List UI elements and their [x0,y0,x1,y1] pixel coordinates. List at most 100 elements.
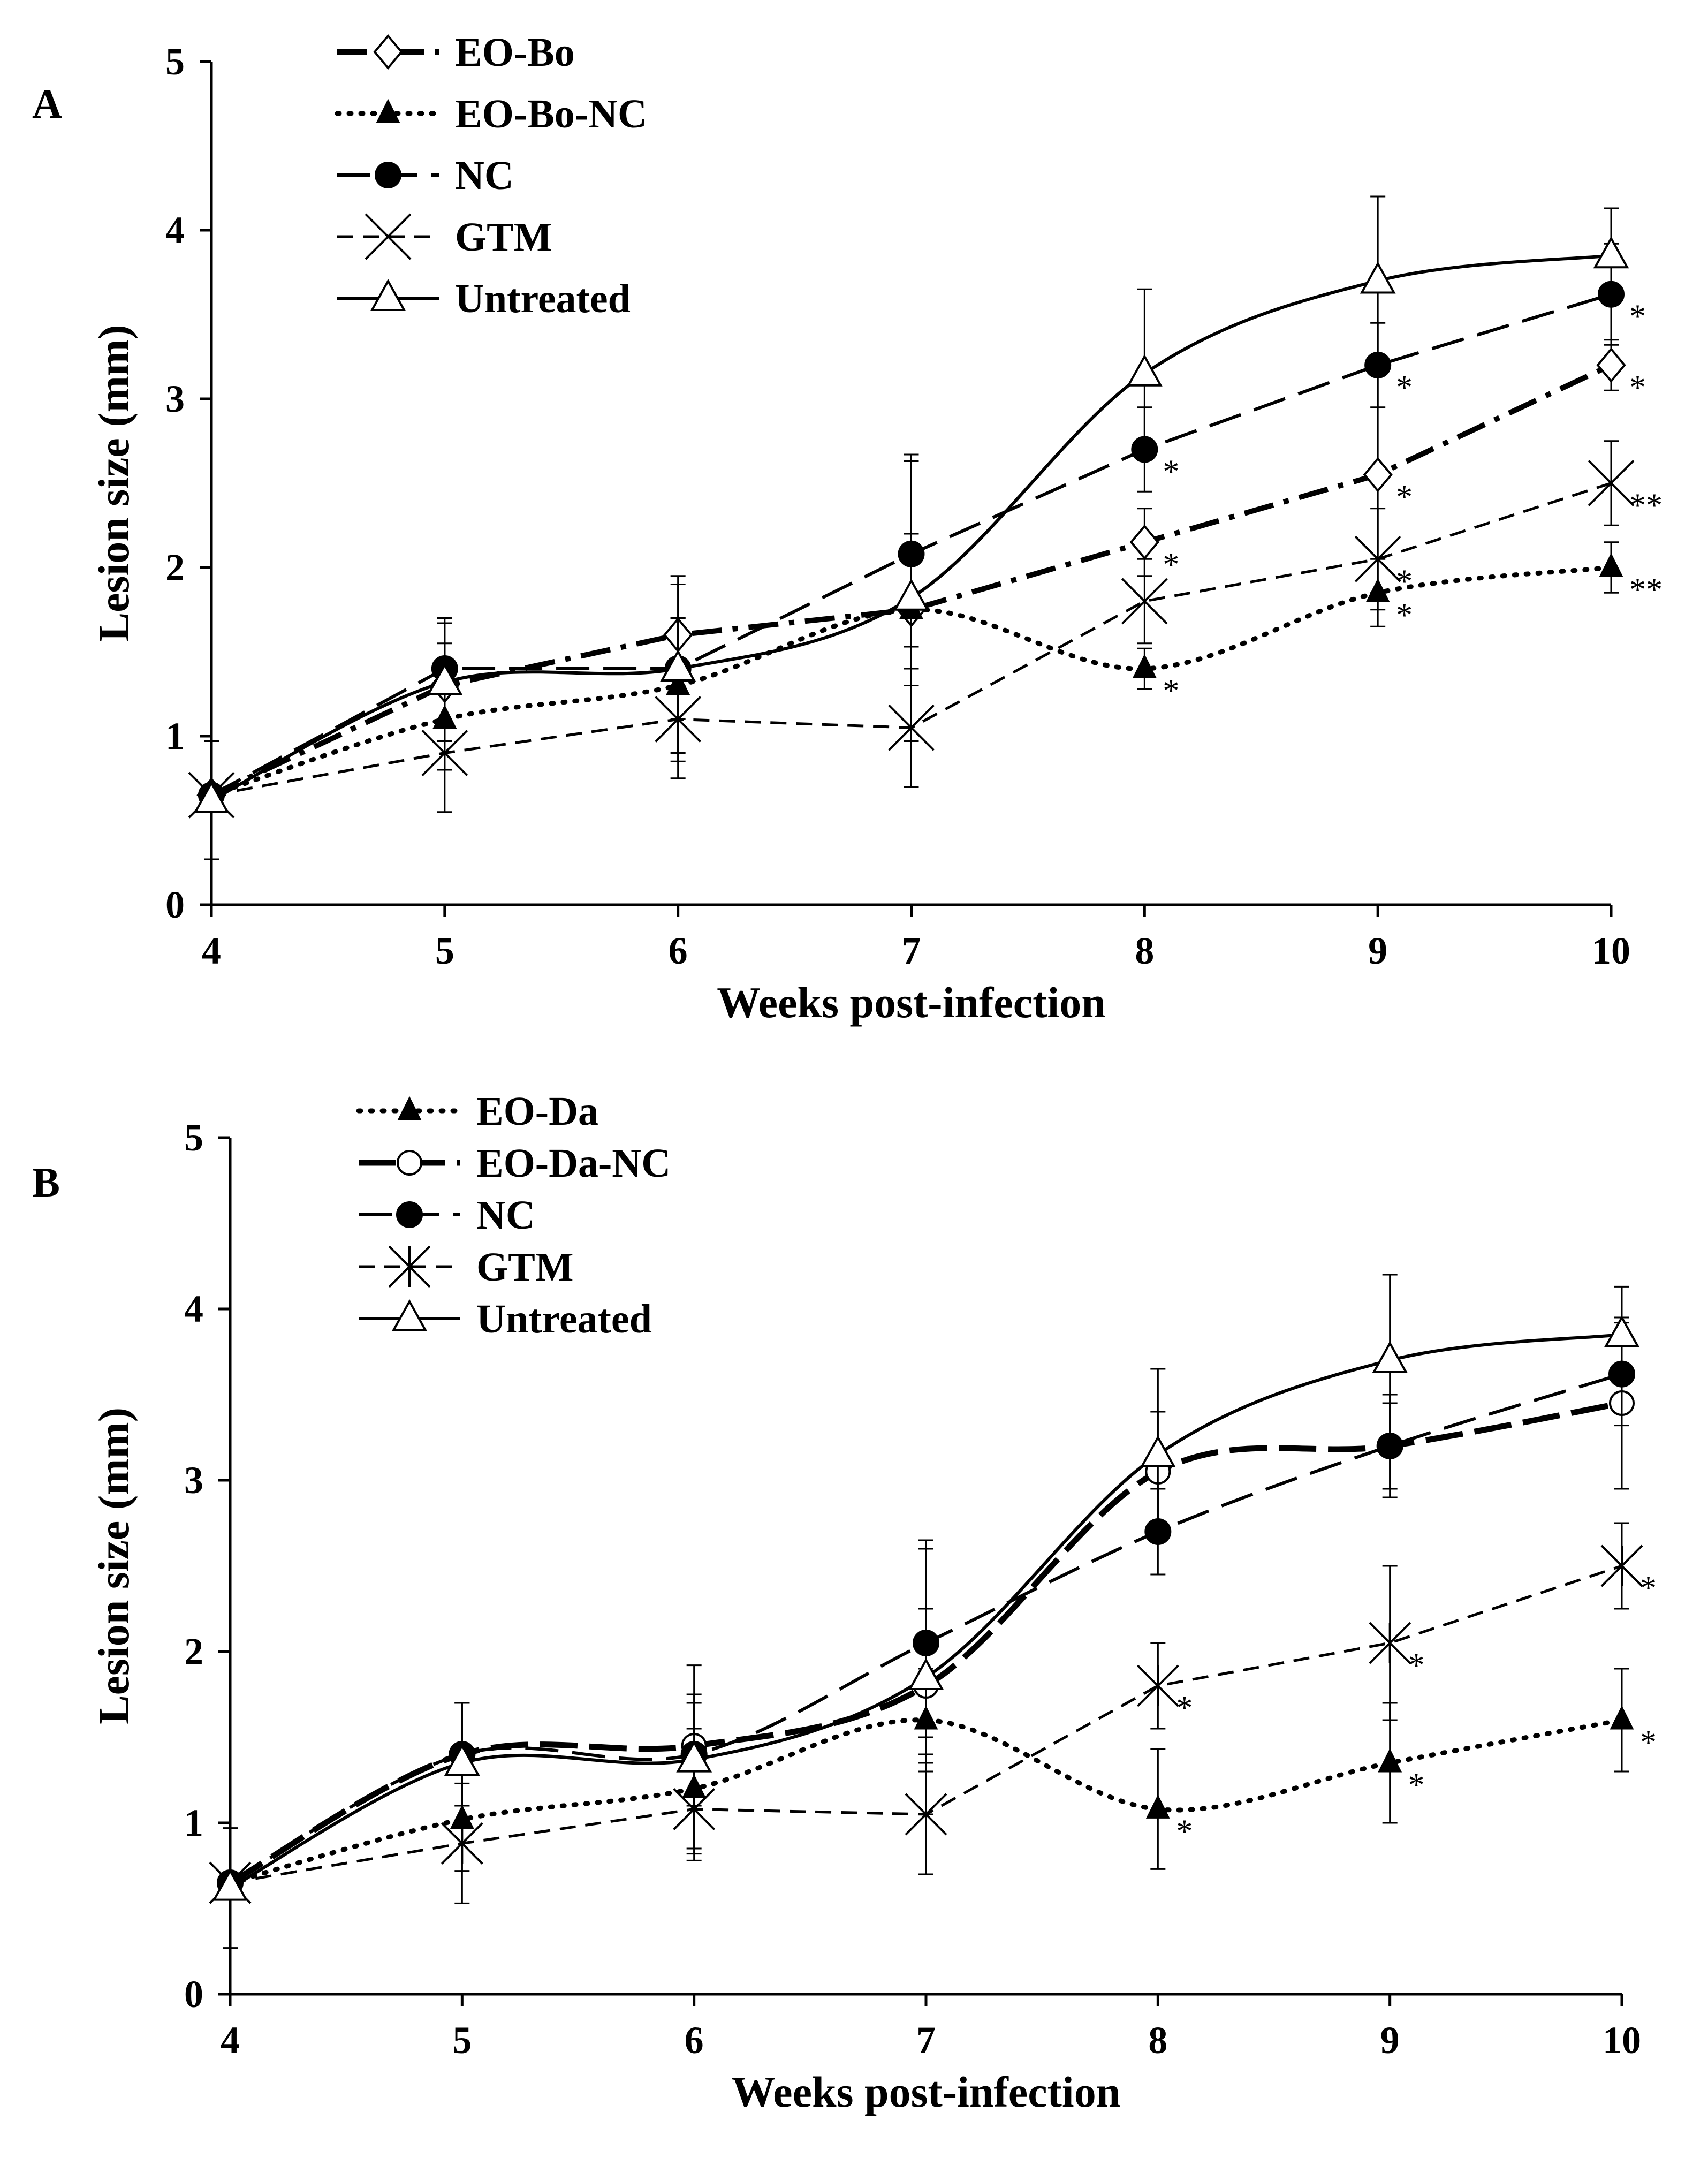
x-axis-label: Weeks post-infection [717,978,1106,1027]
significance-label: * [1408,1647,1425,1684]
panel-a: A 0 1 2 3 4 5 4 5 6 7 8 9 10 Weeks post-infection Lesio… [32,30,1663,1027]
significance-label: ** [1629,572,1663,608]
legend-marker [396,1201,423,1228]
legend-marker [375,162,401,188]
series-untreated: Untreated [193,195,1629,860]
data-point [1126,354,1163,387]
y-axis-label: Lesion size (mm) [89,324,138,641]
data-point [1369,1622,1411,1664]
legend-label: EO-Bo-NC [455,92,647,137]
significance-label: * [1176,1690,1193,1727]
y-axis-label: Lesion size (mm) [89,1407,138,1724]
x-tick-label: 8 [1135,929,1154,972]
data-point [1588,460,1635,506]
y-tick-label: 4 [184,1288,203,1330]
legend-label: EO-Da [476,1089,598,1134]
data-point [1132,654,1157,678]
data-point [421,730,468,776]
legend-marker [373,34,403,70]
data-point [1596,347,1626,383]
y-tick-label: 3 [165,377,185,420]
data-point [427,663,463,695]
x-tick-label: 4 [202,929,221,972]
x-tick-label: 9 [1380,2019,1400,2062]
data-point [1140,1435,1176,1467]
significance-label: * [1629,299,1646,335]
y-tick-label: 4 [165,209,185,252]
panel-letter: B [32,1159,60,1206]
data-point [1363,457,1393,493]
data-point [1360,261,1396,294]
legend-marker [397,1096,422,1120]
legend-label: EO-Bo [455,30,575,75]
data-point [1378,1748,1402,1773]
x-tick-label: 10 [1603,2019,1641,2062]
data-point [1121,578,1168,625]
significance-label: * [1163,454,1179,490]
x-tick-label: 10 [1592,929,1630,972]
data-point [1593,236,1629,269]
y-tick-label: 5 [165,40,185,83]
x-tick-label: 7 [916,2019,936,2062]
y-tick-label: 5 [184,1116,203,1159]
x-tick-label: 4 [221,2019,240,2062]
legend-label: GTM [455,215,552,260]
data-point [1600,1544,1643,1587]
data-point [1136,1664,1179,1707]
data-point [893,578,929,611]
y-tick-label: 0 [165,883,185,926]
legend-label: NC [455,153,514,198]
data-point [193,781,230,813]
legend-label: GTM [476,1245,574,1290]
legend-label: NC [476,1193,535,1238]
y-tick-label: 0 [184,1973,203,2016]
significance-label: * [1640,1570,1657,1607]
significance-label: * [1396,369,1413,406]
significance-label: * [1408,1767,1425,1804]
legend-marker [376,99,400,123]
data-point [1372,1341,1408,1373]
significance-label: ** [1629,488,1663,524]
y-tick-label: 2 [165,546,185,589]
x-tick-label: 9 [1368,929,1387,972]
data-point [660,649,696,682]
x-tick-label: 5 [435,929,454,972]
legend-marker [391,1299,428,1331]
x-tick-label: 8 [1148,2019,1167,2062]
significance-label: * [1629,369,1646,406]
significance-label: * [1396,479,1413,516]
y-tick-label: 2 [184,1630,203,1673]
significance-label: * [1396,563,1413,600]
legend-marker [365,213,412,260]
legend-label: Untreated [476,1297,652,1342]
legend-marker [370,278,406,311]
data-point [1145,1794,1170,1819]
data-point [444,1743,480,1776]
legend-marker [388,1245,431,1288]
data-point [441,1822,483,1865]
legend-label: Untreated [455,276,631,321]
legend-label: EO-Da-NC [476,1141,671,1186]
data-point [908,1657,944,1690]
data-point [1599,552,1623,577]
significance-label: * [1163,673,1179,709]
y-tick-label: 1 [165,715,185,758]
panel-letter: A [32,80,62,127]
legend-marker [397,1150,422,1176]
x-tick-label: 7 [902,929,921,972]
significance-label: * [1163,547,1179,583]
data-point [1610,1705,1634,1730]
data-point [1604,1315,1640,1347]
significance-label: * [1396,597,1413,633]
significance-label: * [1640,1724,1657,1761]
series-untreated: Untreated [212,1274,1640,1949]
y-tick-label: 1 [184,1801,203,1844]
panel-b: B 0 1 2 3 4 5 4 5 6 7 8 9 10 Weeks post-infection Lesio… [32,1089,1657,2116]
x-tick-label: 6 [669,929,688,972]
data-point [1354,535,1401,582]
x-tick-label: 6 [685,2019,704,2062]
data-point [212,1868,248,1901]
y-tick-label: 3 [184,1459,203,1502]
